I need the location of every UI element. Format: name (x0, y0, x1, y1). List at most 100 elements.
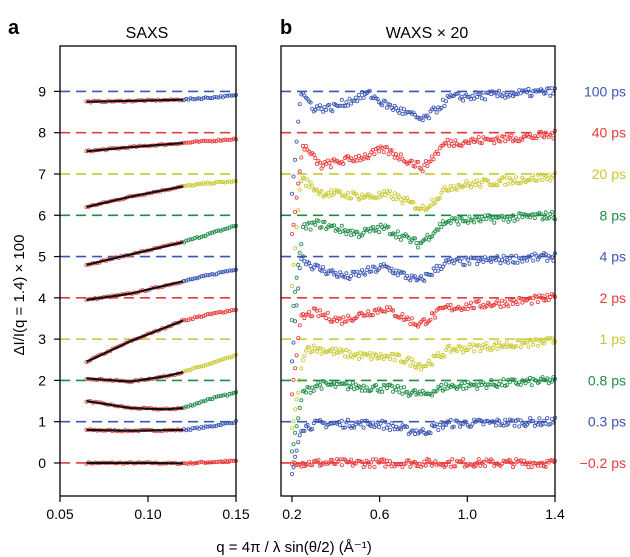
saxs-point-3 (192, 365, 197, 370)
saxs-x-tick-label: 0.05 (46, 506, 73, 522)
waxs-point-1 (512, 423, 517, 428)
waxs-point-7 (478, 184, 483, 189)
saxs-point-4 (225, 308, 230, 313)
waxs-point-9 (327, 102, 332, 107)
waxs-point-9 (384, 105, 389, 110)
saxs-point-2 (184, 404, 189, 409)
waxs-point-3 (324, 349, 329, 354)
waxs-point-3 (300, 358, 305, 363)
waxs-point-9 (526, 86, 531, 91)
waxs-point-4 (302, 316, 307, 321)
waxs-x-tick-label: 0.6 (370, 506, 390, 522)
saxs-point-8 (218, 138, 223, 143)
delay-label-4: 2 ps (600, 290, 626, 306)
waxs-point-9 (289, 191, 294, 196)
waxs-point-1 (492, 420, 497, 425)
waxs-point-9 (501, 91, 506, 96)
waxs-point-3 (517, 337, 522, 342)
y-tick-label: 9 (38, 83, 46, 99)
waxs-point-9 (359, 90, 364, 95)
waxs-point-0 (526, 464, 531, 469)
saxs-point-1 (186, 427, 191, 432)
saxs-point-0 (199, 459, 204, 464)
waxs-point-6 (316, 218, 321, 223)
saxs-point-4 (192, 315, 197, 320)
waxs-point-8 (386, 152, 391, 157)
waxs-point-6 (293, 289, 298, 294)
waxs-point-9 (426, 116, 431, 121)
waxs-point-1 (509, 418, 514, 423)
waxs-point-2 (373, 382, 378, 387)
saxs-point-0 (225, 459, 230, 464)
waxs-point-1 (532, 423, 537, 428)
saxs-x-tick-label: 0.10 (134, 506, 161, 522)
waxs-point-5 (433, 268, 438, 273)
saxs-point-3 (210, 360, 215, 365)
waxs-point-6 (322, 219, 327, 224)
waxs-point-5 (504, 257, 509, 262)
saxs-point-6 (184, 238, 189, 243)
waxs-point-3 (534, 336, 539, 341)
waxs-point-9 (341, 103, 346, 108)
waxs-x-tick-label: 1.0 (458, 506, 478, 522)
waxs-point-3 (408, 363, 413, 368)
waxs-point-4 (447, 305, 452, 310)
saxs-point-3 (184, 368, 189, 373)
waxs-point-7 (509, 177, 514, 182)
waxs-point-2 (353, 382, 358, 387)
waxs-point-0 (473, 463, 478, 468)
waxs-point-1 (364, 418, 369, 423)
waxs-point-7 (331, 191, 336, 196)
waxs-point-1 (322, 420, 327, 425)
saxs-fit-curve-4 (85, 319, 184, 363)
waxs-point-6 (302, 222, 307, 227)
saxs-point-0 (192, 461, 197, 466)
saxs-point-9 (212, 95, 217, 100)
waxs-point-6 (510, 213, 515, 218)
waxs-point-9 (439, 105, 444, 110)
saxs-point-5 (210, 271, 215, 276)
waxs-point-2 (443, 382, 448, 387)
waxs-point-5 (549, 254, 554, 259)
waxs-point-9 (367, 88, 372, 93)
waxs-point-0 (482, 464, 487, 469)
waxs-point-6 (331, 223, 336, 228)
waxs-point-6 (504, 214, 509, 219)
waxs-point-8 (297, 169, 302, 174)
waxs-point-1 (545, 416, 550, 421)
waxs-point-3 (347, 349, 352, 354)
waxs-point-2 (518, 382, 523, 387)
waxs-point-9 (465, 94, 470, 99)
waxs-point-0 (333, 462, 338, 467)
waxs-point-5 (481, 259, 486, 264)
waxs-point-3 (495, 346, 500, 351)
waxs-point-0 (408, 464, 413, 469)
saxs-point-6 (197, 235, 202, 240)
saxs-point-1 (184, 428, 189, 433)
waxs-point-9 (355, 99, 360, 104)
waxs-x-tick-label: 1.4 (545, 506, 565, 522)
waxs-point-9 (383, 99, 388, 104)
waxs-point-4 (293, 366, 298, 371)
waxs-point-7 (289, 283, 294, 288)
saxs-point-9 (201, 96, 206, 101)
waxs-point-3 (387, 356, 392, 361)
waxs-point-3 (454, 349, 459, 354)
waxs-point-9 (293, 157, 298, 162)
waxs-point-7 (433, 200, 438, 205)
waxs-point-2 (345, 387, 350, 392)
saxs-point-1 (216, 422, 221, 427)
waxs-point-4 (400, 312, 405, 317)
waxs-point-8 (503, 139, 508, 144)
waxs-point-8 (431, 157, 436, 162)
saxs-point-3 (199, 364, 204, 369)
saxs-point-5 (220, 270, 225, 275)
waxs-point-8 (366, 156, 371, 161)
panel-b-title: WAXS × 20 (386, 25, 469, 42)
waxs-point-6 (386, 224, 391, 229)
waxs-point-8 (391, 151, 396, 156)
waxs-point-1 (464, 420, 469, 425)
waxs-point-7 (366, 192, 371, 197)
waxs-point-0 (476, 457, 481, 462)
waxs-point-1 (341, 425, 346, 430)
